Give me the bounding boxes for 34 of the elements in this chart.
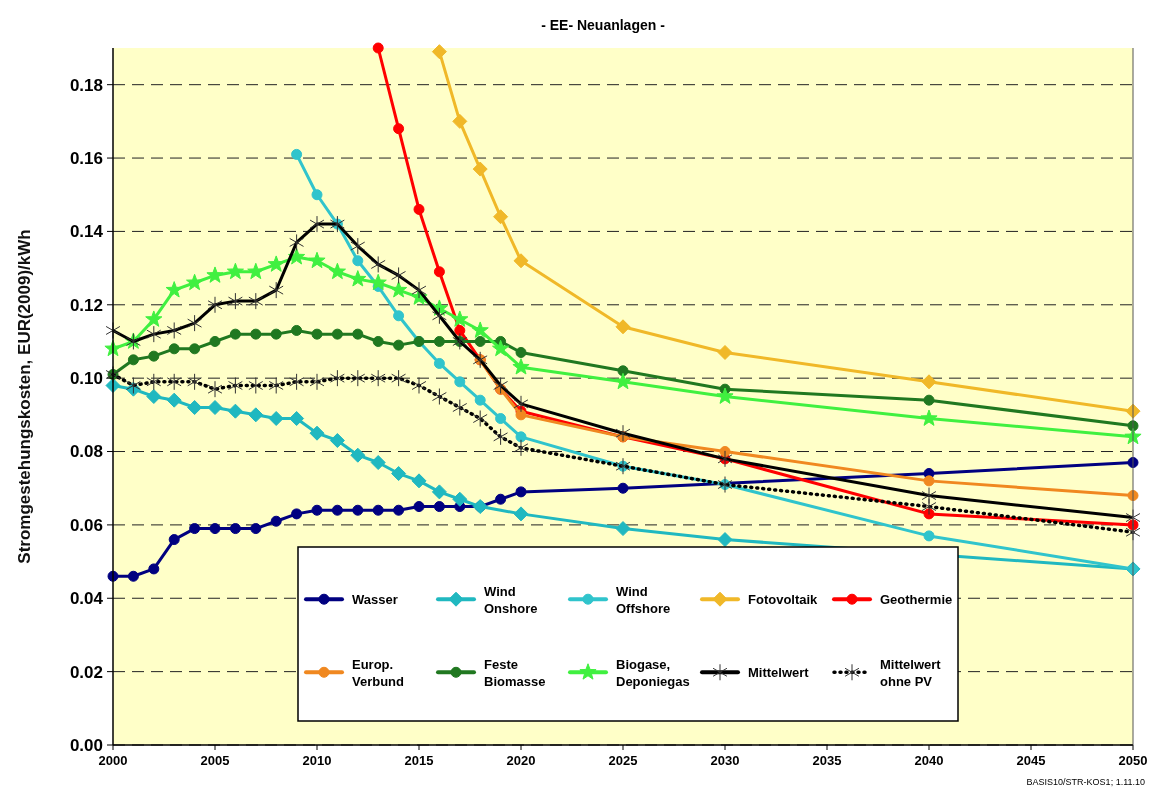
x-tick-label: 2010 [302, 753, 332, 768]
legend-label: Fotovoltaik [748, 592, 819, 608]
legend-label: Mittelwert [748, 665, 810, 681]
y-tick-label: 0.08 [69, 442, 103, 462]
y-tick-label: 0.06 [69, 515, 103, 535]
legend-label: Wind Offshore [616, 583, 671, 616]
x-tick-label: 2005 [200, 753, 230, 768]
y-tick-label: 0.12 [69, 295, 103, 315]
x-tick-label: 2020 [506, 753, 536, 768]
y-tick-label: 0.02 [69, 662, 103, 682]
legend-label: Europ. Verbund [352, 656, 405, 689]
y-axis-title: Stromgestehungskosten, EUR(2009)/kWh [15, 229, 34, 564]
x-tick-label: 2050 [1118, 753, 1148, 768]
legend-label: Wasser [352, 592, 398, 608]
legend-label: Wind Onshore [484, 583, 538, 616]
y-tick-label: 0.18 [69, 75, 103, 95]
x-tick-label: 2035 [812, 753, 842, 768]
y-tick-label: 0.14 [69, 222, 104, 242]
x-tick-label: 2040 [914, 753, 944, 768]
x-tick-label: 2045 [1016, 753, 1046, 768]
x-tick-label: 2000 [98, 753, 128, 768]
y-tick-label: 0.00 [69, 735, 103, 755]
text: BASIS10/STR-KOS1; 1.11.10 [1026, 777, 1145, 787]
legend-label: Feste Biomasse [484, 656, 546, 689]
x-tick-label: 2030 [710, 753, 740, 768]
y-tick-label: 0.10 [69, 369, 103, 389]
legend-label: Biogase, Deponiegas [616, 656, 690, 689]
y-tick-label: 0.04 [69, 589, 104, 609]
x-tick-label: 2025 [608, 753, 638, 768]
x-tick-label: 2015 [404, 753, 434, 768]
legend-label: Geothermie [880, 592, 953, 608]
y-tick-label: 0.16 [69, 149, 103, 168]
legend-label: Mittelwert ohne PV [880, 656, 942, 689]
chart-title: - EE- Neuanlagen - [541, 17, 666, 33]
